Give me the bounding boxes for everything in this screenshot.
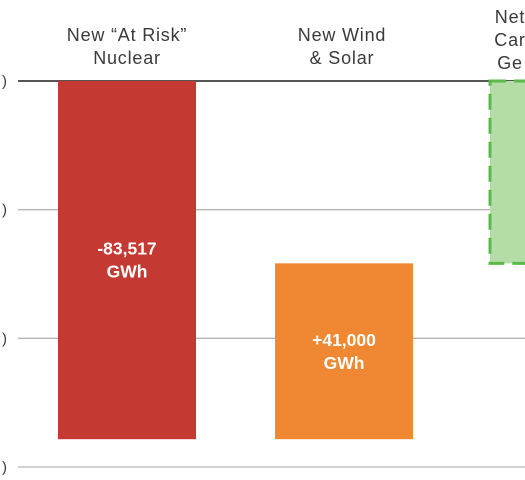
bar-data-label: GWh: [324, 353, 365, 373]
y-tick-label: ): [2, 73, 7, 90]
category-label-net-carbon-gen: Net Car Ge: [494, 6, 525, 75]
bar-data-label: -83,517: [97, 239, 156, 259]
category-label-line: & Solar: [309, 48, 375, 68]
category-label-line: Nuclear: [93, 48, 161, 68]
category-label-line: New Wind: [297, 25, 387, 45]
category-label-at-risk-nuclear: New “At Risk” Nuclear: [67, 24, 187, 70]
bar: [58, 81, 196, 440]
y-tick-label: ): [2, 202, 7, 219]
bar-data-label: GWh: [107, 262, 148, 282]
category-label-line: New “At Risk”: [66, 25, 188, 45]
category-label-line: Ge: [497, 53, 523, 73]
bar: [488, 79, 525, 265]
category-label-wind-solar: New Wind & Solar: [298, 24, 386, 70]
category-label-line: Net: [494, 7, 525, 27]
y-tick-label: ): [2, 459, 7, 476]
category-label-line: Car: [494, 30, 525, 50]
bar-data-label: +41,000: [312, 330, 376, 350]
y-tick-label: ): [2, 330, 7, 347]
bar: [275, 263, 413, 440]
